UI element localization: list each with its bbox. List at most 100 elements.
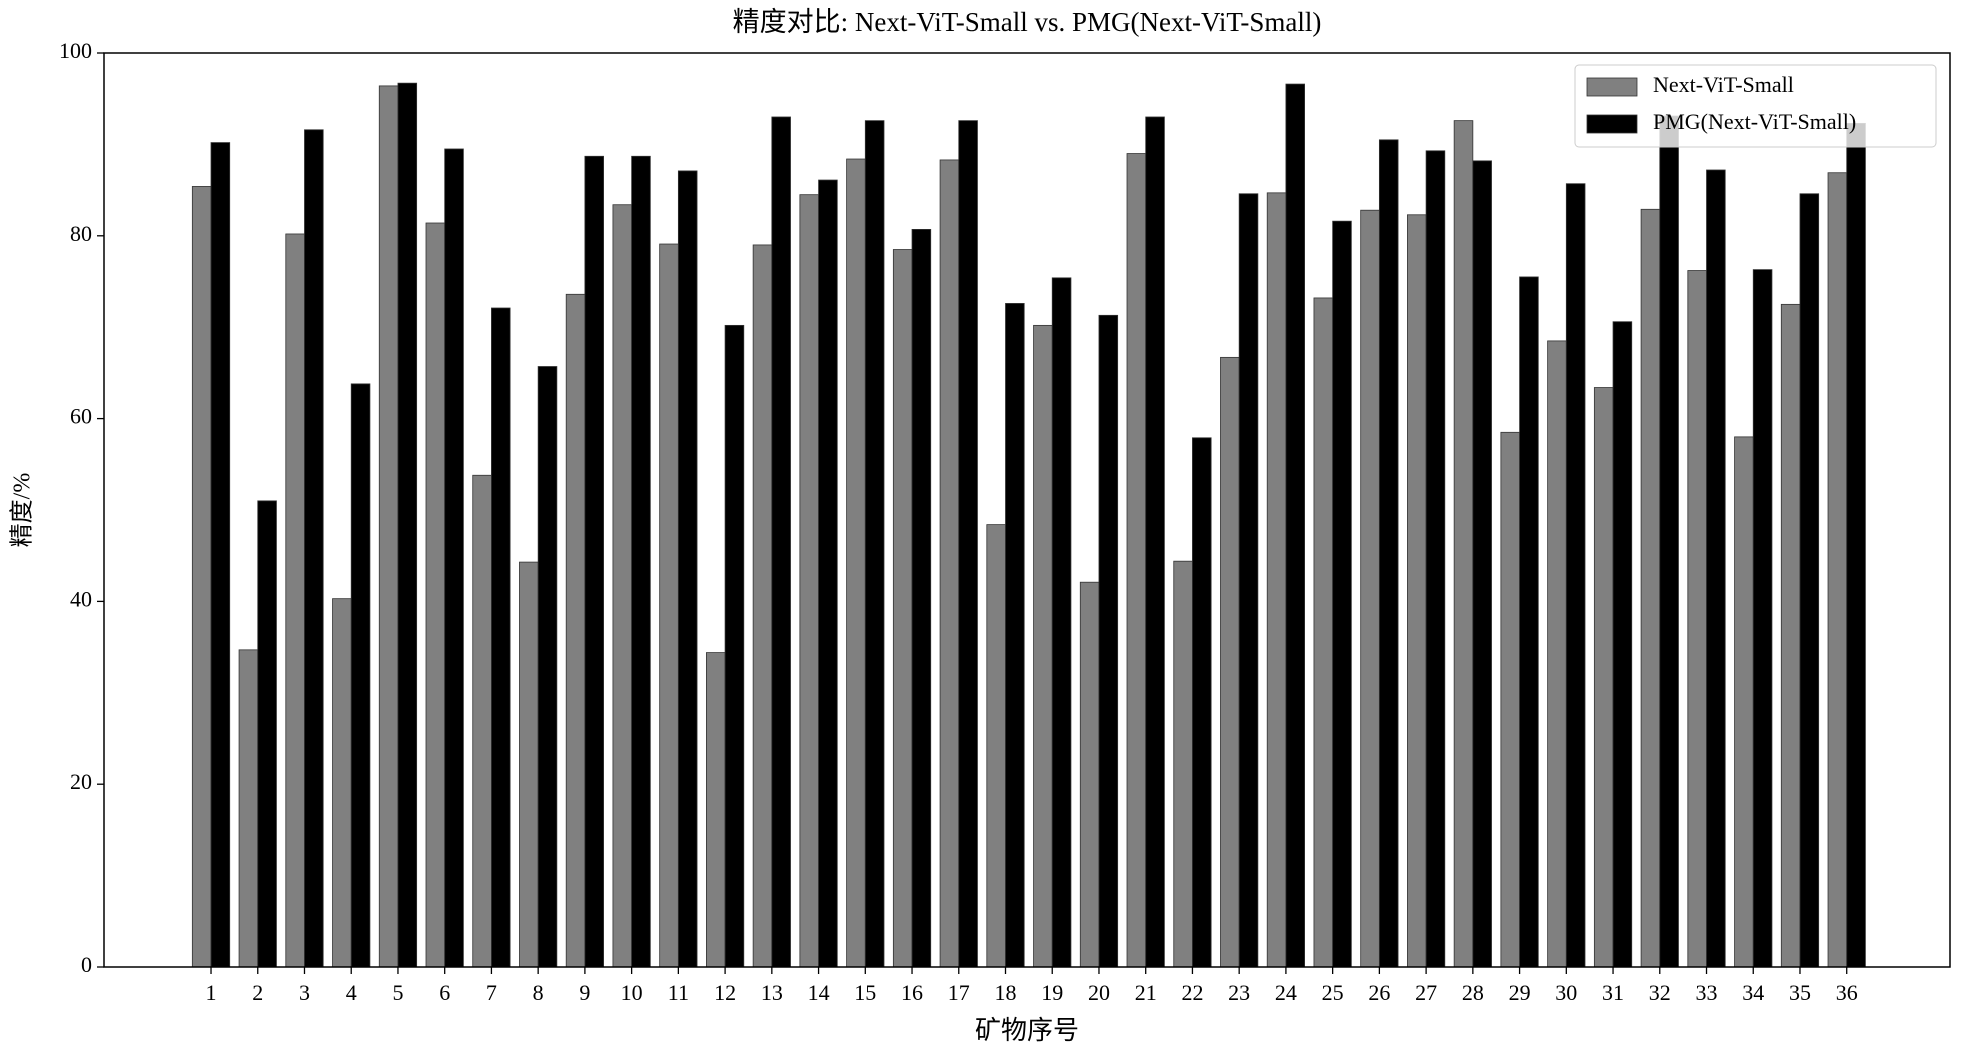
x-axis-label: 矿物序号 bbox=[975, 1016, 1079, 1045]
x-tick-label: 36 bbox=[1836, 980, 1858, 1005]
bar bbox=[958, 120, 978, 968]
bar bbox=[565, 293, 586, 968]
bar bbox=[584, 155, 604, 968]
bar bbox=[1593, 387, 1614, 968]
x-tick-label: 24 bbox=[1275, 980, 1297, 1005]
bar bbox=[986, 524, 1006, 968]
x-tick-label: 16 bbox=[901, 980, 923, 1005]
bar bbox=[1173, 560, 1193, 968]
x-tick-label: 31 bbox=[1602, 980, 1624, 1005]
bar bbox=[911, 229, 932, 968]
bar bbox=[1220, 356, 1240, 968]
y-tick-label: 100 bbox=[59, 38, 92, 63]
bar bbox=[1734, 436, 1754, 968]
x-tick-label: 17 bbox=[948, 980, 970, 1005]
y-tick-label: 40 bbox=[70, 586, 92, 611]
x-tick-label: 4 bbox=[346, 980, 357, 1005]
bar bbox=[612, 204, 633, 968]
bar bbox=[210, 142, 231, 968]
x-tick-label: 25 bbox=[1322, 980, 1344, 1005]
bar bbox=[1640, 208, 1661, 968]
bar bbox=[1565, 183, 1586, 968]
bar bbox=[677, 170, 698, 968]
bar bbox=[425, 222, 446, 968]
bar bbox=[939, 159, 960, 968]
x-tick-label: 18 bbox=[995, 980, 1017, 1005]
x-tick-label: 15 bbox=[854, 980, 876, 1005]
bar bbox=[1407, 214, 1427, 968]
bar bbox=[1332, 220, 1352, 968]
bar bbox=[191, 186, 212, 968]
bar bbox=[1126, 153, 1147, 968]
x-tick-label: 33 bbox=[1696, 980, 1718, 1005]
x-tick-label: 27 bbox=[1415, 980, 1437, 1005]
y-tick-label: 60 bbox=[70, 404, 92, 429]
bar bbox=[1145, 116, 1165, 968]
bar bbox=[1500, 431, 1520, 968]
chart-title: 精度对比: Next-ViT-Small vs. PMG(Next-ViT-Sm… bbox=[733, 7, 1322, 37]
x-tick-label: 7 bbox=[486, 980, 497, 1005]
bar bbox=[304, 129, 324, 968]
x-tick-label: 12 bbox=[714, 980, 736, 1005]
bar bbox=[519, 561, 539, 968]
x-tick-label: 13 bbox=[761, 980, 783, 1005]
bar bbox=[1687, 270, 1707, 968]
bar bbox=[238, 649, 259, 968]
y-tick-label: 20 bbox=[70, 769, 92, 794]
bar bbox=[1051, 277, 1072, 968]
bar bbox=[1313, 297, 1334, 968]
bar bbox=[537, 366, 558, 968]
bar bbox=[1752, 269, 1773, 968]
x-tick-label: 22 bbox=[1181, 980, 1203, 1005]
bar bbox=[285, 233, 305, 968]
bar bbox=[1846, 122, 1866, 968]
bar bbox=[378, 85, 399, 968]
bar bbox=[1547, 340, 1567, 968]
bar bbox=[1033, 324, 1053, 968]
y-tick-label: 80 bbox=[70, 221, 92, 246]
legend-label: Next-ViT-Small bbox=[1653, 72, 1794, 97]
bar bbox=[350, 383, 371, 968]
bar bbox=[1425, 150, 1446, 968]
x-tick-label: 35 bbox=[1789, 980, 1811, 1005]
y-axis-label: 精度/% bbox=[9, 473, 36, 548]
x-tick-label: 34 bbox=[1742, 980, 1764, 1005]
bar bbox=[1799, 193, 1820, 968]
bar bbox=[1706, 169, 1726, 968]
bar bbox=[771, 116, 791, 968]
bar bbox=[1827, 172, 1848, 968]
bar bbox=[892, 249, 913, 968]
bar bbox=[1005, 303, 1025, 968]
bar bbox=[1378, 139, 1399, 968]
x-tick-label: 5 bbox=[392, 980, 403, 1005]
bar bbox=[1519, 276, 1539, 968]
bar bbox=[706, 652, 726, 968]
bar bbox=[1192, 437, 1212, 968]
x-tick-label: 28 bbox=[1462, 980, 1484, 1005]
x-tick-label: 3 bbox=[299, 980, 310, 1005]
bar bbox=[1098, 314, 1119, 968]
x-tick-label: 2 bbox=[252, 980, 263, 1005]
x-tick-label: 26 bbox=[1368, 980, 1390, 1005]
bar bbox=[257, 500, 277, 968]
bar bbox=[752, 244, 773, 968]
plot-frame bbox=[103, 52, 1951, 968]
bar bbox=[864, 120, 885, 968]
x-tick-label: 30 bbox=[1555, 980, 1577, 1005]
bar bbox=[846, 158, 866, 968]
x-tick-label: 21 bbox=[1135, 980, 1157, 1005]
x-tick-label: 11 bbox=[668, 980, 689, 1005]
bar bbox=[444, 148, 464, 968]
bar bbox=[491, 307, 511, 968]
x-tick-label: 14 bbox=[808, 980, 830, 1005]
bar bbox=[799, 194, 819, 968]
x-tick-label: 6 bbox=[439, 980, 450, 1005]
bar bbox=[724, 324, 745, 968]
bar bbox=[1360, 209, 1380, 968]
legend-swatch bbox=[1586, 114, 1638, 134]
bar bbox=[1238, 193, 1259, 968]
x-tick-label: 10 bbox=[621, 980, 643, 1005]
x-tick-label: 8 bbox=[533, 980, 544, 1005]
bar bbox=[1612, 321, 1633, 968]
